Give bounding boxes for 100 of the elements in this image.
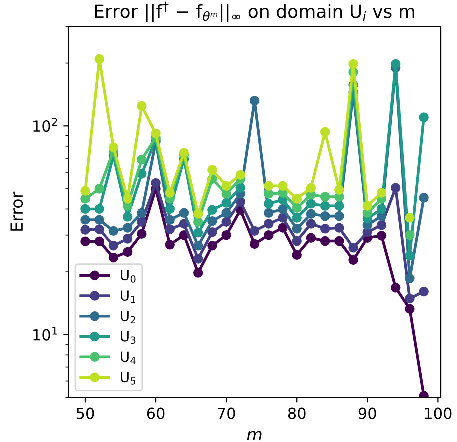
point [306, 183, 316, 193]
point [376, 231, 387, 241]
point [376, 188, 387, 198]
point [362, 201, 373, 211]
point [405, 304, 415, 314]
point [264, 208, 274, 218]
legend-label: U$_{2}$ [121, 311, 136, 324]
point [306, 233, 316, 243]
chart-title: Error ||f$^{†}$ − f$_{θᵐ}$||$_{∞}$ on domain U$_{i}$ vs m [95, 2, 414, 22]
point [306, 209, 316, 219]
point [193, 268, 204, 278]
point [278, 181, 288, 192]
point [334, 201, 344, 211]
point [405, 230, 415, 240]
point [292, 224, 302, 234]
x-tick-label: 80 [288, 408, 306, 420]
point [151, 128, 161, 139]
y-tick-label: 10$^{2}$ [34, 118, 58, 132]
point [348, 243, 358, 253]
point [405, 213, 415, 223]
point [320, 127, 330, 138]
point [80, 186, 90, 196]
point [222, 217, 232, 227]
point [264, 230, 274, 240]
point [122, 194, 133, 204]
point [94, 224, 104, 234]
point [137, 217, 147, 227]
point [348, 255, 358, 266]
point [405, 251, 415, 261]
point [292, 203, 302, 213]
point [165, 188, 175, 198]
point [208, 165, 218, 175]
point [278, 213, 288, 223]
point [80, 225, 90, 235]
x-axis-title: m [247, 431, 262, 441]
point [292, 194, 302, 204]
point [250, 96, 260, 106]
point [193, 228, 204, 238]
legend-label: U$_{0}$ [121, 270, 136, 283]
point [376, 204, 387, 214]
point [165, 240, 175, 250]
point [264, 181, 274, 192]
point [334, 211, 344, 222]
point [320, 192, 330, 202]
point [137, 229, 147, 239]
point [80, 215, 90, 225]
point [108, 142, 119, 152]
point [390, 283, 401, 293]
point [137, 208, 147, 218]
point [348, 59, 358, 70]
point [222, 189, 232, 199]
point [250, 239, 260, 250]
x-tick-label: 100 [425, 408, 452, 420]
point [122, 234, 133, 244]
point [165, 224, 175, 234]
point [122, 223, 133, 233]
point [193, 254, 204, 264]
point [208, 216, 218, 226]
point [376, 220, 387, 230]
point [264, 189, 274, 199]
point [222, 181, 232, 192]
point [334, 185, 344, 195]
point [151, 178, 161, 188]
point [250, 226, 260, 236]
point [222, 198, 232, 208]
point [264, 219, 274, 229]
legend-label: U$_{4}$ [121, 352, 136, 364]
y-tick-label: 10$^{1}$ [34, 327, 58, 341]
point [193, 241, 204, 251]
point [419, 112, 429, 122]
point [94, 204, 104, 214]
point [405, 294, 415, 304]
point [390, 183, 401, 193]
point [405, 274, 415, 284]
point [80, 194, 90, 204]
point [122, 212, 133, 222]
legend-label: U$_{1}$ [121, 290, 136, 304]
point [320, 224, 330, 234]
legend-label: U$_{5}$ [121, 372, 136, 385]
legend-label: U$_{3}$ [121, 332, 136, 344]
point [208, 205, 218, 216]
point [320, 201, 330, 211]
x-tick-label: 70 [218, 408, 236, 420]
point [334, 223, 344, 233]
point [264, 199, 274, 209]
point [80, 236, 90, 246]
point [193, 209, 204, 219]
point [108, 226, 119, 236]
point [165, 215, 175, 225]
point [94, 54, 104, 64]
point [419, 286, 429, 297]
point [108, 241, 119, 251]
point [278, 223, 288, 233]
point [94, 236, 104, 246]
point [390, 59, 401, 70]
point [193, 217, 204, 227]
point [137, 154, 147, 165]
point [94, 215, 104, 225]
point [292, 236, 302, 246]
point [208, 241, 218, 251]
